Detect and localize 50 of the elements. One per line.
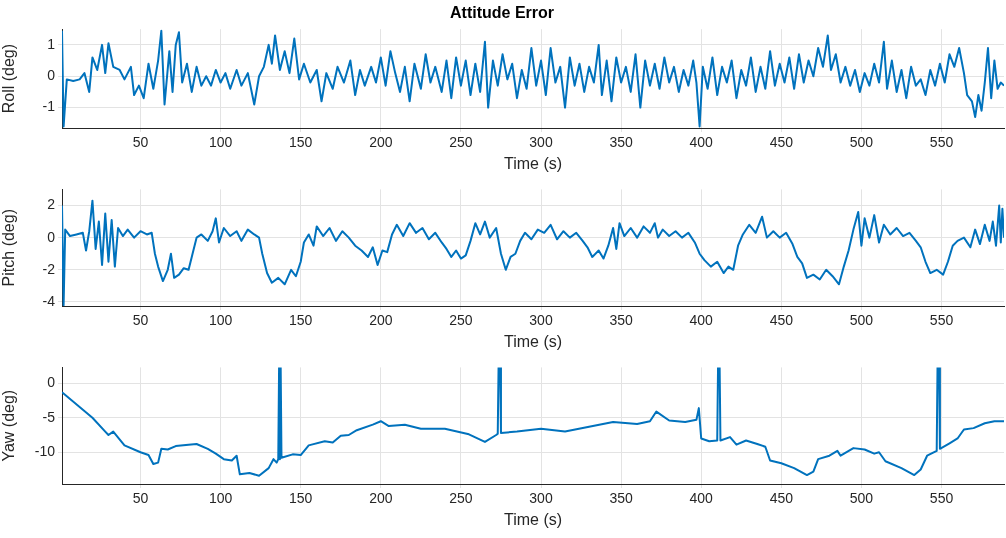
x-tick-label: 350 xyxy=(609,134,633,151)
x-tick-label: 250 xyxy=(449,490,473,507)
x-tick-label: 250 xyxy=(449,312,473,329)
x-tick-label: 400 xyxy=(689,490,714,507)
y-tick-label: 1 xyxy=(47,35,56,52)
x-axis-title: Time (s) xyxy=(503,332,563,350)
x-tick-label: 500 xyxy=(849,134,874,151)
x-tick-label: 550 xyxy=(929,312,954,329)
x-tick-label: 400 xyxy=(689,134,714,151)
x-tick-label: 300 xyxy=(529,134,553,151)
x-tick-label: 100 xyxy=(208,312,233,329)
y-tick-label: -5 xyxy=(42,408,56,425)
x-tick-label: 550 xyxy=(929,490,954,507)
x-tick-label: 350 xyxy=(609,312,633,329)
x-axis-title: Time (s) xyxy=(503,154,563,172)
x-tick-label: 50 xyxy=(132,312,149,329)
y-axis-title: Pitch (deg) xyxy=(0,209,18,287)
y-tick-label: -2 xyxy=(42,260,56,277)
y-tick-label: 0 xyxy=(47,67,56,84)
x-axis-title: Time (s) xyxy=(503,510,563,528)
x-tick-label: 400 xyxy=(689,312,714,329)
y-axis-title: Yaw (deg) xyxy=(0,389,18,462)
y-tick-label: -1 xyxy=(42,98,56,115)
y-tick-label: 0 xyxy=(47,374,56,391)
x-tick-label: 550 xyxy=(929,134,954,151)
x-tick-label: 150 xyxy=(289,312,313,329)
y-tick-label: 0 xyxy=(47,228,56,245)
x-tick-label: 100 xyxy=(208,134,233,151)
x-tick-label: 200 xyxy=(369,490,393,507)
x-tick-label: 350 xyxy=(609,490,633,507)
x-tick-label: 450 xyxy=(769,490,794,507)
x-tick-label: 150 xyxy=(289,134,313,151)
x-tick-label: 200 xyxy=(369,134,393,151)
y-tick-label: -4 xyxy=(42,292,56,309)
x-tick-label: 250 xyxy=(449,134,473,151)
x-tick-label: 500 xyxy=(849,312,874,329)
x-tick-label: 450 xyxy=(769,134,794,151)
x-tick-label: 200 xyxy=(369,312,393,329)
x-tick-label: 150 xyxy=(289,490,313,507)
x-tick-label: 300 xyxy=(529,312,553,329)
chart-title: Attitude Error xyxy=(450,4,554,22)
x-tick-label: 450 xyxy=(769,312,794,329)
x-tick-label: 50 xyxy=(132,134,149,151)
x-tick-label: 100 xyxy=(208,490,233,507)
y-axis-title: Roll (deg) xyxy=(0,43,18,114)
y-tick-label: 2 xyxy=(47,196,56,213)
x-tick-label: 500 xyxy=(849,490,874,507)
x-tick-label: 300 xyxy=(529,490,553,507)
x-tick-label: 50 xyxy=(132,490,149,507)
y-tick-label: -10 xyxy=(34,443,56,460)
